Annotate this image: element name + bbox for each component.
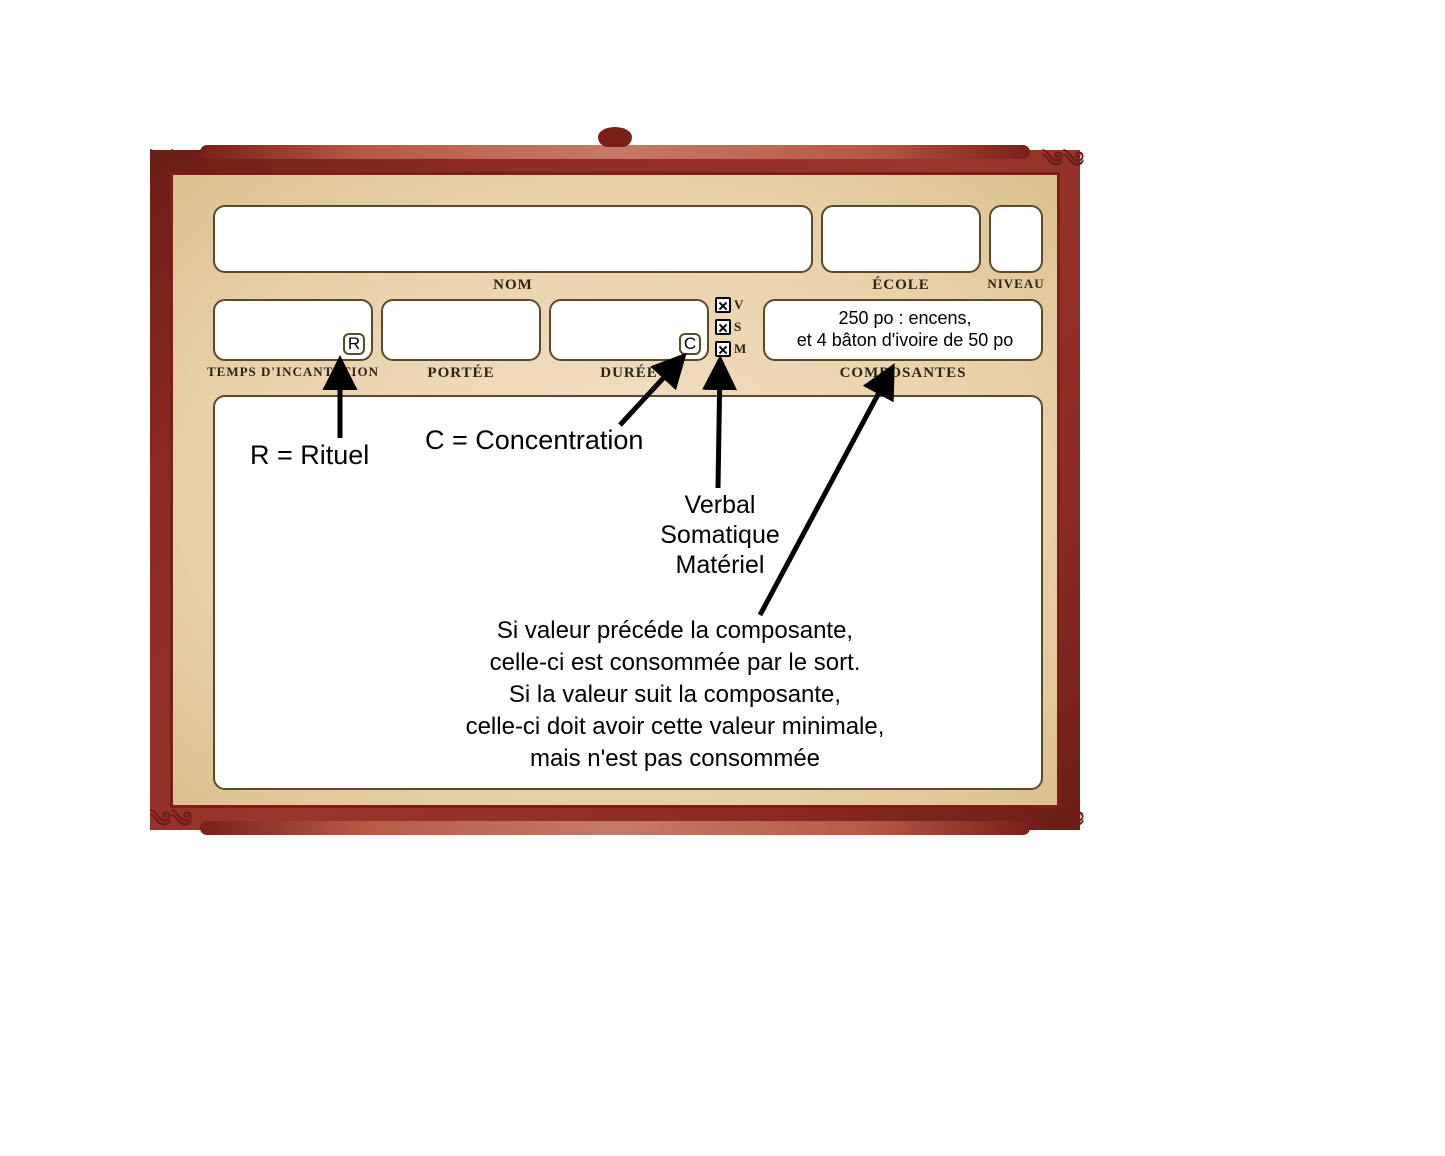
checkbox-m-icon[interactable] [715,341,731,357]
anno-cost-3: Si la valeur suit la composante, [509,681,841,708]
vsm-row-v: V [715,297,748,313]
checkbox-v-icon[interactable] [715,297,731,313]
field-duree[interactable]: C [549,299,709,361]
field-nom[interactable] [213,205,813,273]
anno-rituel: R = Rituel [250,440,369,471]
anno-vsm-1: Verbal [685,491,756,519]
field-portee[interactable] [381,299,541,361]
vsm-label-s: S [734,319,748,335]
ornament-finial-top [598,127,632,147]
composante-line2: et 4 bâton d'ivoire de 50 po [797,330,1014,350]
anno-vsm: Verbal Somatique Matériel [620,490,820,580]
field-ecole[interactable] [821,205,981,273]
vsm-label-m: M [734,341,748,357]
tag-rituel: R [343,333,365,355]
anno-cost-5: mais n'est pas consommée [530,745,820,772]
anno-vsm-2: Somatique [660,521,780,549]
vsm-row-s: S [715,319,748,335]
anno-concentration: C = Concentration [425,425,643,456]
tag-concentration: C [679,333,701,355]
label-portee: PORTÉE [381,365,541,382]
label-niveau: NIVEAU [981,277,1051,291]
ornament-corner-tr: ༄༄ [1034,148,1084,172]
field-niveau[interactable] [989,205,1043,273]
field-temps[interactable]: R [213,299,373,361]
anno-cost-2: celle-ci est consommée par le sort. [490,649,861,676]
ornament-corner-br: ༄༄ [1034,808,1084,832]
anno-vsm-3: Matériel [676,551,765,579]
ornament-bottom-bar [200,821,1030,835]
label-temps: TEMPS D'INCANTATION [193,365,393,379]
ornament-corner-tl: ༄༄ [146,148,196,172]
label-composantes: COMPOSANTES [763,365,1043,382]
ornament-top-bar [200,145,1030,159]
field-composantes[interactable]: 250 po : encens, et 4 bâton d'ivoire de … [763,299,1043,361]
composante-line1: 250 po : encens, [838,308,971,328]
anno-cost: Si valeur précéde la composante, celle-c… [440,615,910,775]
canvas: ༄༄ ༄༄ ༄༄ ༄༄ NOM ÉCOLE NIVEAU R C V [0,0,1445,1156]
label-nom: NOM [213,277,813,294]
checkbox-s-icon[interactable] [715,319,731,335]
label-duree: DURÉE [549,365,709,382]
composante-example: 250 po : encens, et 4 bâton d'ivoire de … [769,307,1041,351]
label-ecole: ÉCOLE [821,277,981,294]
ornament-corner-bl: ༄༄ [146,808,196,832]
vsm-label-v: V [734,297,748,313]
anno-cost-4: celle-ci doit avoir cette valeur minimal… [466,713,885,740]
vsm-row-m: M [715,341,748,357]
anno-cost-1: Si valeur précéde la composante, [497,617,853,644]
